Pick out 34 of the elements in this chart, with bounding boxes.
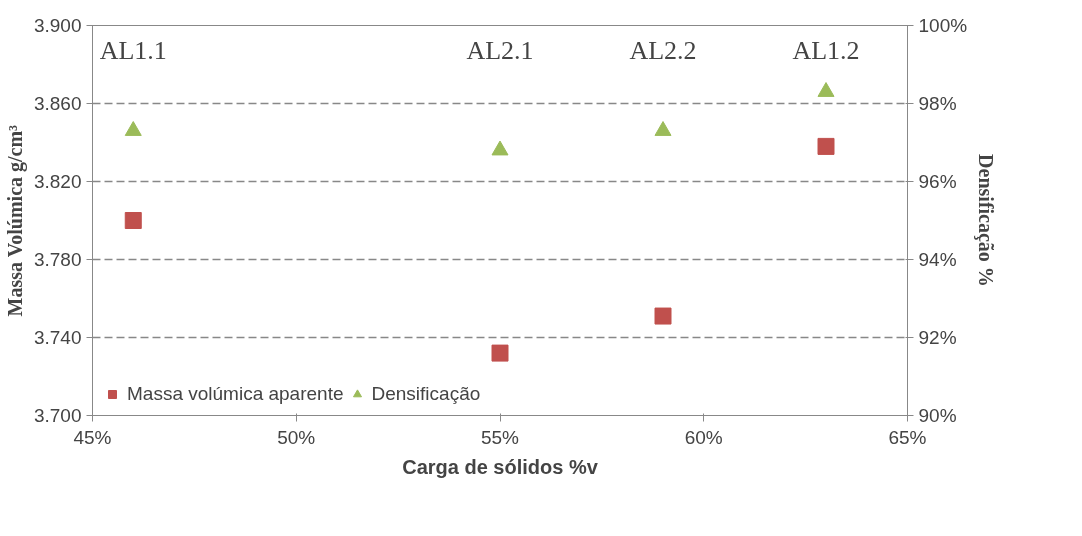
x-tick-label: 50% [277, 426, 316, 448]
point [124, 212, 142, 229]
x-axis-title: Carga de sólidos %v [402, 455, 599, 478]
legend-label: Massa volúmica aparente [127, 383, 344, 405]
y2-tick-label: 98% [918, 93, 957, 114]
point [654, 307, 672, 325]
y-tick-label: 3.820 [33, 171, 82, 192]
y2-tick-label: 92% [918, 327, 957, 348]
point [654, 121, 672, 136]
y2-tick-label: 96% [918, 171, 957, 192]
y-tick-label: 3.700 [33, 405, 82, 426]
point [817, 137, 835, 155]
y-tick-label: 3.780 [33, 249, 82, 270]
x-tick-label: 60% [684, 426, 723, 448]
y2-tick-label: 94% [918, 249, 957, 270]
y2-tick-label: 100% [918, 15, 968, 36]
x-tick-label: 65% [888, 426, 927, 448]
point [124, 121, 142, 136]
point [491, 140, 509, 156]
y-tick-label: 3.860 [33, 93, 82, 114]
x-tick-label: 45% [73, 426, 112, 448]
point [491, 344, 509, 362]
y-tick-label: 3.900 [33, 15, 82, 36]
point [817, 82, 835, 97]
annotation: AL1.1 [99, 36, 167, 65]
x-tick-label: 55% [480, 426, 520, 448]
y-tick-label: 3.740 [33, 327, 82, 348]
annotation: AL2.1 [466, 36, 534, 65]
annotation: AL2.2 [629, 36, 697, 65]
y-axis-title: Massa Volúmica g/cm³ [3, 124, 27, 317]
y2-tick-label: 90% [918, 405, 957, 426]
annotation: AL1.2 [792, 36, 860, 65]
legend-label: Densificação [371, 383, 481, 405]
y2-axis-title: Densificação % [974, 154, 998, 287]
